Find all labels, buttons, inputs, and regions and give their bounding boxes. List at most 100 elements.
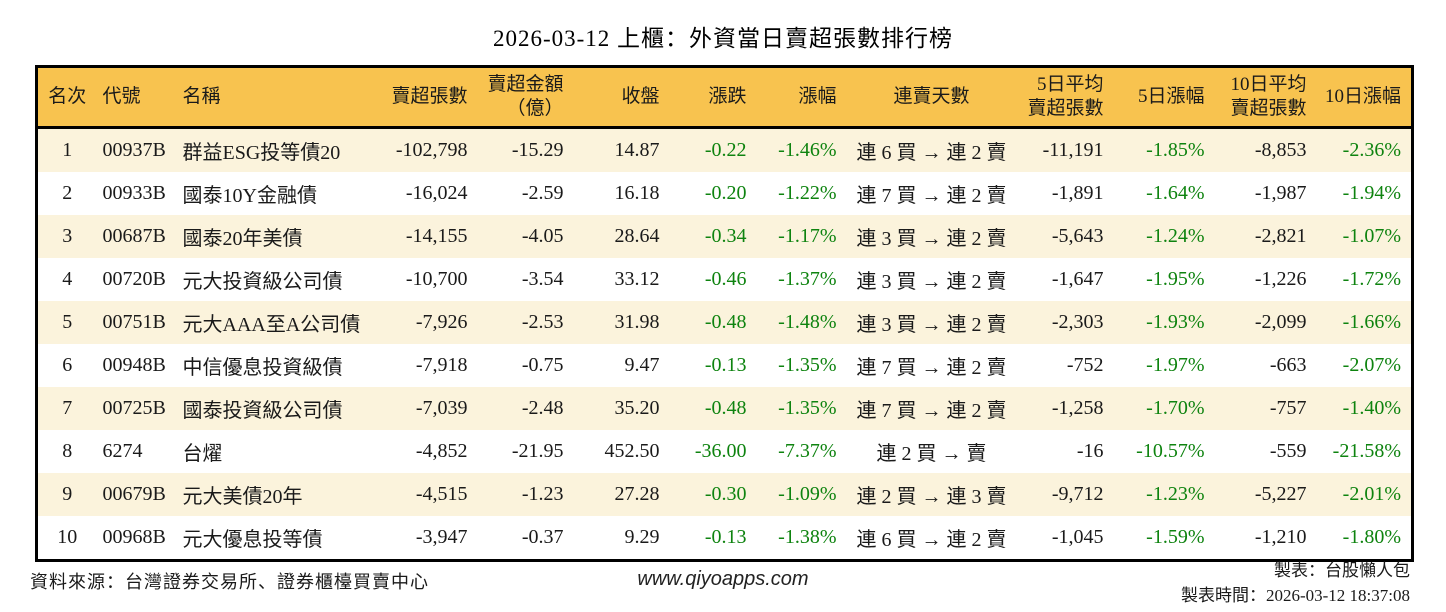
table-cell: -0.22 — [704, 139, 747, 161]
column-header: 漲幅 — [756, 66, 847, 129]
table-cell: -1.93% — [1146, 311, 1205, 333]
table-cell: 連 3 買 → 連 2 賣 — [856, 228, 1007, 250]
table-cell: -0.48 — [704, 397, 747, 419]
page-title: 2026-03-12 上櫃：外資當日賣超張數排行榜 — [492, 26, 954, 51]
table-cell: 6 — [62, 354, 73, 376]
table-cell: -1,226 — [1254, 268, 1307, 290]
table-cell: -36.00 — [694, 440, 747, 462]
table-cell: 元大AAA至A公司債 — [182, 314, 361, 336]
table-cell: 28.64 — [614, 225, 660, 247]
table-cell: -1.94% — [1342, 182, 1401, 204]
column-header: 收盤 — [573, 66, 670, 129]
table-cell: 中信優息投資級債 — [182, 357, 343, 379]
column-header: 5日漲幅 — [1113, 66, 1215, 129]
table-cell: 00933B — [102, 182, 166, 204]
table-cell: -1.72% — [1342, 268, 1401, 290]
column-header: 10日平均 賣超張數 — [1214, 66, 1317, 129]
table-cell: 00687B — [102, 225, 166, 247]
table-cell: -15.29 — [511, 139, 564, 161]
table-row: 7 00725B 國泰投資級公司債 -7,039 -2.48 35.20 -0.48 -1.3… — [36, 387, 1413, 430]
table-cell: 連 6 買 → 連 2 賣 — [856, 529, 1007, 551]
table-cell: -14,155 — [405, 225, 468, 247]
table-cell: -1,987 — [1254, 182, 1307, 204]
table-cell: 連 7 買 → 連 2 賣 — [856, 400, 1007, 422]
table-cell: -752 — [1066, 354, 1104, 376]
table-row: 8 6274 台燿 -4,852 -21.95 452.50 -36.00 -7.37% 連 2… — [36, 430, 1413, 473]
table-cell: -0.30 — [704, 483, 747, 505]
table-cell: 35.20 — [614, 397, 660, 419]
table-cell: -1.37% — [778, 268, 837, 290]
table-cell: -16 — [1076, 440, 1104, 462]
table-cell: 3 — [62, 225, 73, 247]
table-row: 2 00933B 國泰10Y金融債 -16,024 -2.59 16.18 -0.20 -1.… — [36, 172, 1413, 215]
column-header: 賣超金額 （億） — [477, 66, 574, 129]
table-cell: -21.58% — [1332, 440, 1401, 462]
table-cell: -7,926 — [415, 311, 468, 333]
table-cell: 2 — [62, 182, 73, 204]
table-cell: 14.87 — [614, 139, 660, 161]
table-cell: -0.75 — [521, 354, 564, 376]
column-header: 賣超張數 — [371, 66, 478, 129]
table-cell: 連 3 買 → 連 2 賣 — [856, 271, 1007, 293]
table-row: 1 00937B 群益ESG投等債20 -102,798 -15.29 14.87 -0.2… — [36, 127, 1413, 172]
table-row: 5 00751B 元大AAA至A公司債 -7,926 -2.53 31.98 -0.48 -1… — [36, 301, 1413, 344]
table-cell: -1.24% — [1146, 225, 1205, 247]
table-cell: -1.07% — [1342, 225, 1401, 247]
table-cell: -4,515 — [415, 483, 468, 505]
table-header-row: 名次 代號 名稱 賣超張數 賣超金額 （億） 收盤 漲跌 漲幅 連賣天數 5日平均 賣超張數 5日漲幅 1… — [36, 66, 1413, 129]
website-watermark: www.qiyoapps.com — [637, 568, 809, 590]
table-cell: -1.59% — [1146, 526, 1205, 548]
table-cell: -2.48 — [521, 397, 564, 419]
table-cell: 國泰20年美債 — [182, 228, 303, 250]
table-cell: -1.64% — [1146, 182, 1205, 204]
table-cell: -7,039 — [415, 397, 468, 419]
table-cell: -1.40% — [1342, 397, 1401, 419]
table-cell: -757 — [1269, 397, 1307, 419]
table-cell: -0.13 — [704, 354, 747, 376]
table-cell: -2.07% — [1342, 354, 1401, 376]
table-cell: 連 7 買 → 連 2 賣 — [856, 185, 1007, 207]
table-cell: 9.47 — [624, 354, 660, 376]
table-cell: 國泰投資級公司債 — [182, 400, 343, 422]
table-cell: 16.18 — [614, 182, 660, 204]
table-row: 3 00687B 國泰20年美債 -14,155 -4.05 28.64 -0.34 -1.1… — [36, 215, 1413, 258]
table-body: 1 00937B 群益ESG投等債20 -102,798 -15.29 14.87 -0.2… — [36, 127, 1413, 561]
table-cell: 元大投資級公司債 — [182, 271, 343, 293]
table-cell: -5,227 — [1254, 483, 1307, 505]
table-cell: -1.46% — [778, 139, 837, 161]
table-cell: 8 — [62, 440, 73, 462]
table-cell: -2,099 — [1254, 311, 1307, 333]
table-cell: 00968B — [102, 526, 166, 548]
column-header: 5日平均 賣超張數 — [1016, 66, 1114, 129]
table-cell: -1.70% — [1146, 397, 1205, 419]
table-cell: 連 2 買 → 賣 — [876, 443, 987, 465]
table-cell: 452.50 — [604, 440, 660, 462]
table-cell: 00679B — [102, 483, 166, 505]
table-row: 9 00679B 元大美債20年 -4,515 -1.23 27.28 -0.30 -1.09… — [36, 473, 1413, 516]
table-cell: 連 3 買 → 連 2 賣 — [856, 314, 1007, 336]
table-cell: -2.59 — [521, 182, 564, 204]
table-cell: -1,647 — [1051, 268, 1104, 290]
table-cell: 5 — [62, 311, 73, 333]
table-cell: -16,024 — [405, 182, 468, 204]
table-row: 4 00720B 元大投資級公司債 -10,700 -3.54 33.12 -0.46 -1.… — [36, 258, 1413, 301]
table-cell: -0.20 — [704, 182, 747, 204]
table-cell: 10 — [57, 526, 78, 548]
foreign-net-sell-ranking-table: 名次 代號 名稱 賣超張數 賣超金額 （億） 收盤 漲跌 漲幅 連賣天數 5日平均 賣超張數 5日漲幅 1… — [35, 65, 1414, 562]
table-cell: -1.95% — [1146, 268, 1205, 290]
report-timestamp: 製表時間：2026-03-12 18:37:08 — [1180, 586, 1410, 605]
table-cell: -2,821 — [1254, 225, 1307, 247]
table-cell: -1.35% — [778, 354, 837, 376]
table-cell: -4.05 — [521, 225, 564, 247]
table-cell: -559 — [1269, 440, 1307, 462]
report-credits: 製表：台股懶人包 製表時間：2026-03-12 18:37:08 — [1181, 558, 1410, 608]
table-cell: -11,191 — [1042, 139, 1104, 161]
table-cell: 連 6 買 → 連 2 賣 — [856, 142, 1007, 164]
table-cell: 00720B — [102, 268, 166, 290]
table-cell: -1.23 — [521, 483, 564, 505]
footer: 資料來源：台灣證券交易所、證券櫃檯買賣中心 www.qiyoapps.com 製… — [0, 560, 1446, 612]
table-cell: -663 — [1269, 354, 1307, 376]
table-cell: 元大優息投等債 — [182, 529, 323, 551]
table-cell: 連 7 買 → 連 2 賣 — [856, 357, 1007, 379]
table-cell: 連 2 買 → 連 3 賣 — [856, 486, 1007, 508]
